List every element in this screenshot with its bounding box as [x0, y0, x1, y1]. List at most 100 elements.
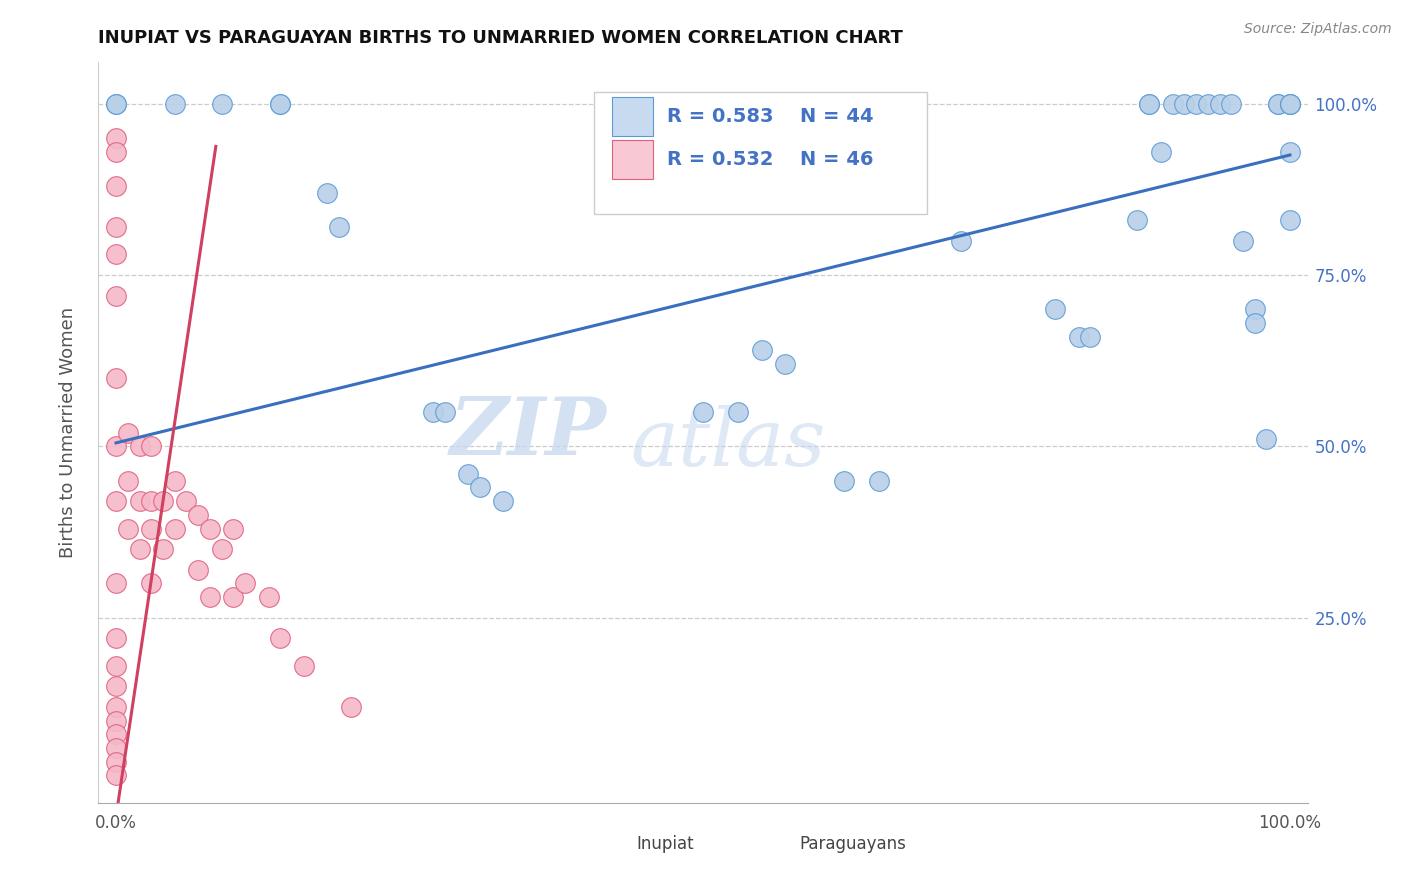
Point [269, 632, 291, 646]
Point [257, 590, 280, 604]
Point [1197, 96, 1219, 111]
Point [105, 96, 128, 111]
Point [1137, 96, 1160, 111]
Point [269, 96, 291, 111]
FancyBboxPatch shape [613, 140, 654, 178]
Point [105, 576, 128, 591]
Point [492, 494, 515, 508]
Point [233, 576, 256, 591]
Point [1173, 96, 1195, 111]
Text: N = 44: N = 44 [800, 107, 873, 126]
Point [105, 727, 128, 741]
Point [163, 522, 186, 536]
Point [105, 658, 128, 673]
FancyBboxPatch shape [613, 97, 654, 136]
Point [105, 679, 128, 693]
Point [105, 371, 128, 385]
Point [1232, 234, 1254, 248]
Point [105, 96, 128, 111]
Point [868, 474, 890, 488]
Point [1161, 96, 1184, 111]
Point [1243, 302, 1265, 317]
Point [340, 699, 363, 714]
Point [1278, 96, 1301, 111]
Point [105, 699, 128, 714]
Point [1185, 96, 1208, 111]
Point [1080, 329, 1102, 343]
Point [1278, 96, 1301, 111]
Point [1267, 96, 1289, 111]
Point [198, 590, 221, 604]
Point [950, 234, 973, 248]
Text: N = 46: N = 46 [800, 150, 873, 169]
Point [457, 467, 479, 481]
Point [1278, 213, 1301, 227]
Point [105, 219, 128, 234]
Point [751, 343, 773, 358]
Text: Paraguayans: Paraguayans [800, 835, 907, 854]
Point [105, 178, 128, 193]
Text: Inupiat: Inupiat [637, 835, 695, 854]
Point [117, 522, 139, 536]
Point [292, 658, 315, 673]
Point [222, 522, 245, 536]
Point [1208, 96, 1230, 111]
Point [1067, 329, 1090, 343]
Point [128, 494, 150, 508]
Point [105, 632, 128, 646]
Point [269, 96, 291, 111]
Point [187, 508, 209, 522]
Point [832, 474, 855, 488]
Point [117, 474, 139, 488]
Point [128, 542, 150, 557]
Text: R = 0.532: R = 0.532 [666, 150, 773, 169]
Point [1126, 213, 1149, 227]
Point [141, 576, 163, 591]
Text: INUPIAT VS PARAGUAYAN BIRTHS TO UNMARRIED WOMEN CORRELATION CHART: INUPIAT VS PARAGUAYAN BIRTHS TO UNMARRIE… [98, 29, 903, 47]
Point [105, 714, 128, 728]
Point [328, 219, 350, 234]
FancyBboxPatch shape [592, 829, 630, 860]
Point [1267, 96, 1289, 111]
Point [105, 288, 128, 302]
Point [105, 768, 128, 782]
Point [1220, 96, 1243, 111]
Point [433, 405, 456, 419]
Point [198, 522, 221, 536]
Point [1243, 316, 1265, 330]
Y-axis label: Births to Unmarried Women: Births to Unmarried Women [59, 307, 77, 558]
Point [163, 474, 186, 488]
Point [222, 590, 245, 604]
Point [105, 247, 128, 261]
Point [128, 439, 150, 453]
Point [692, 405, 714, 419]
Point [773, 357, 796, 371]
Point [152, 542, 174, 557]
Point [105, 439, 128, 453]
Point [105, 131, 128, 145]
Point [105, 755, 128, 769]
FancyBboxPatch shape [755, 829, 794, 860]
Point [105, 494, 128, 508]
Point [1043, 302, 1066, 317]
Point [211, 542, 233, 557]
Point [1278, 96, 1301, 111]
Point [117, 425, 139, 440]
Point [468, 480, 491, 494]
Text: Source: ZipAtlas.com: Source: ZipAtlas.com [1244, 22, 1392, 37]
Point [211, 96, 233, 111]
Point [422, 405, 444, 419]
Point [105, 741, 128, 756]
Point [1150, 145, 1173, 159]
Text: R = 0.583: R = 0.583 [666, 107, 773, 126]
Point [727, 405, 749, 419]
Point [141, 494, 163, 508]
Point [1256, 433, 1278, 447]
Text: atlas: atlas [630, 405, 825, 483]
Point [152, 494, 174, 508]
Text: ZIP: ZIP [450, 394, 606, 471]
Point [187, 563, 209, 577]
Point [105, 145, 128, 159]
Point [141, 522, 163, 536]
FancyBboxPatch shape [595, 92, 927, 214]
